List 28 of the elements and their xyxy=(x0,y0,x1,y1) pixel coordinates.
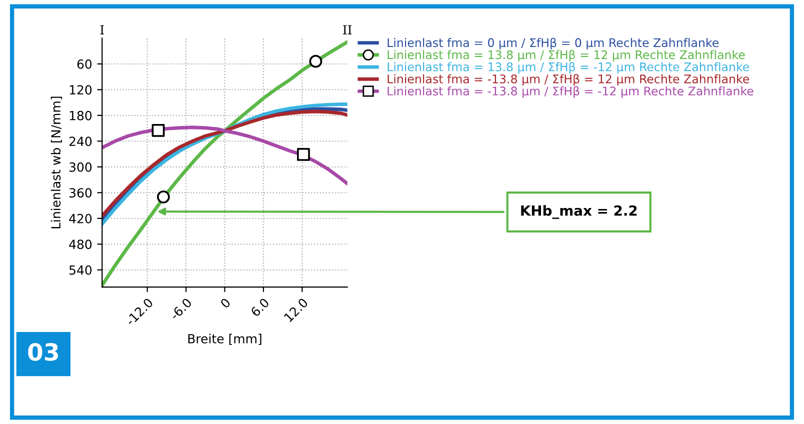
point xyxy=(309,54,322,68)
point xyxy=(156,190,170,204)
point xyxy=(152,124,165,137)
x-tick-label: -6.0 xyxy=(169,298,192,320)
y-tick-label: 420 xyxy=(69,214,92,224)
y-tick-label: 120 xyxy=(70,85,92,95)
y-tick-label: 240 xyxy=(69,136,92,146)
y-axis-title: Linienlast wb [N/mm] xyxy=(50,96,62,228)
legend-label: Linienlast fma = -13.8 µm / ΣfHβ = -12 µm Rechte Zahnflanke xyxy=(388,86,754,98)
y-tick-label: 180 xyxy=(70,110,92,120)
y-tick-label: 300 xyxy=(69,162,92,172)
y-tick-label: 360 xyxy=(69,188,92,198)
text: II xyxy=(343,25,352,34)
x-tick-label: 6.0 xyxy=(250,298,270,318)
legend-label: Linienlast fma = 13.8 µm / ΣfHβ = 12 µm Rechte Zahnflanke xyxy=(388,50,745,62)
y-tick-label: 60 xyxy=(77,59,92,69)
text: I xyxy=(100,25,104,34)
y-tick-label: 480 xyxy=(69,240,92,250)
legend-label: Linienlast fma = 0 µm / ΣfHβ = 0 µm Rechte Zahnflanke xyxy=(388,38,718,50)
x-tick-label: 0 xyxy=(220,298,231,309)
point xyxy=(296,148,310,161)
annotation: KHb_max = 2.2 xyxy=(521,205,637,219)
text: 03 xyxy=(28,343,58,361)
line-series xyxy=(102,126,348,186)
legend-label: Linienlast fma = 13.8 µm / ΣfHβ = -12 µm Rechte Zahnflanke xyxy=(388,62,750,74)
y-tick-label: 540 xyxy=(69,265,92,275)
x-axis-title: Breite [mm] xyxy=(188,334,262,345)
legend-label: Linienlast fma = -13.8 µm / ΣfHβ = 12 µm Rechte Zahnflanke xyxy=(388,74,750,86)
